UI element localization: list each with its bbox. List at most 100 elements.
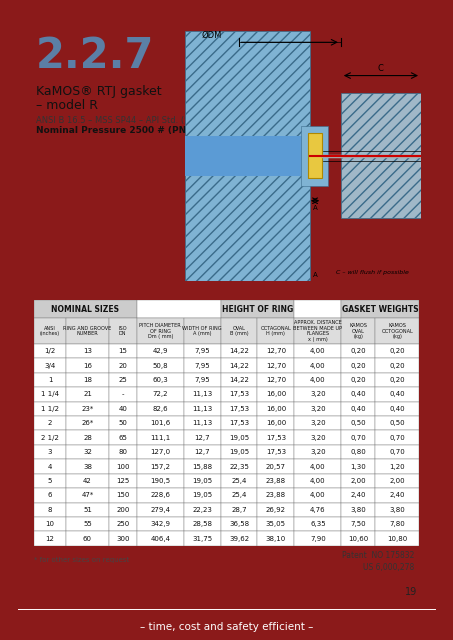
Bar <box>109 488 137 502</box>
Bar <box>66 372 109 387</box>
Text: 19,05: 19,05 <box>192 492 212 499</box>
Text: 0,20: 0,20 <box>351 362 366 369</box>
Bar <box>109 344 137 358</box>
Bar <box>109 358 137 372</box>
Text: OVAL
B (mm): OVAL B (mm) <box>230 326 248 337</box>
Bar <box>109 531 137 546</box>
Bar <box>342 416 375 431</box>
Text: 14,22: 14,22 <box>229 348 249 354</box>
Text: 7,90: 7,90 <box>310 536 326 541</box>
Bar <box>137 460 184 474</box>
Text: 190,5: 190,5 <box>150 478 170 484</box>
Text: 50,8: 50,8 <box>153 362 168 369</box>
Text: 4,00: 4,00 <box>310 492 326 499</box>
Text: 32: 32 <box>83 449 92 455</box>
Bar <box>294 488 342 502</box>
Text: 19,05: 19,05 <box>229 435 249 441</box>
Text: 31,75: 31,75 <box>192 536 212 541</box>
Text: 2.2.7: 2.2.7 <box>36 35 154 77</box>
Text: 3/4: 3/4 <box>44 362 56 369</box>
Bar <box>137 387 184 402</box>
Bar <box>221 318 257 344</box>
Bar <box>137 502 184 517</box>
Bar <box>375 344 419 358</box>
Bar <box>342 460 375 474</box>
Bar <box>66 488 109 502</box>
Text: GASKET WEIGHTS: GASKET WEIGHTS <box>342 305 419 314</box>
Bar <box>375 517 419 531</box>
Text: 11,13: 11,13 <box>192 420 212 426</box>
Bar <box>109 460 137 474</box>
Bar <box>342 318 375 344</box>
Bar <box>137 300 221 318</box>
Text: 10: 10 <box>45 521 54 527</box>
Text: 2,00: 2,00 <box>351 478 366 484</box>
Bar <box>34 358 66 372</box>
Text: 82,6: 82,6 <box>153 406 168 412</box>
Text: Patent  NO 175832
US 6,000,278: Patent NO 175832 US 6,000,278 <box>342 551 415 572</box>
Bar <box>109 402 137 416</box>
Bar <box>221 358 257 372</box>
Text: 1: 1 <box>48 377 52 383</box>
Bar <box>342 431 375 445</box>
Text: 228,6: 228,6 <box>150 492 170 499</box>
Text: 11,13: 11,13 <box>192 392 212 397</box>
Text: 65: 65 <box>118 435 127 441</box>
Bar <box>257 387 294 402</box>
Bar <box>257 474 294 488</box>
Bar <box>66 387 109 402</box>
Text: 3,80: 3,80 <box>351 507 366 513</box>
Text: 250: 250 <box>116 521 130 527</box>
Text: 15,88: 15,88 <box>192 463 212 470</box>
Bar <box>342 402 375 416</box>
Text: A: A <box>313 205 318 211</box>
Bar <box>375 445 419 460</box>
Text: 16: 16 <box>83 362 92 369</box>
Text: 0,40: 0,40 <box>390 406 405 412</box>
Bar <box>109 445 137 460</box>
Text: ØDM: ØDM <box>202 30 222 39</box>
Bar <box>294 416 342 431</box>
Text: 0,50: 0,50 <box>351 420 366 426</box>
Text: 1/2: 1/2 <box>44 348 56 354</box>
Bar <box>294 531 342 546</box>
Text: 21: 21 <box>83 392 92 397</box>
Text: 5: 5 <box>48 478 52 484</box>
Text: 55: 55 <box>83 521 92 527</box>
Text: PITCH DIAMETER
OF RING
Dm ( mm): PITCH DIAMETER OF RING Dm ( mm) <box>140 323 181 339</box>
Bar <box>34 318 66 344</box>
Text: 17,53: 17,53 <box>266 449 286 455</box>
Text: 300: 300 <box>116 536 130 541</box>
Bar <box>66 344 109 358</box>
Text: 72,2: 72,2 <box>153 392 168 397</box>
Bar <box>34 300 137 318</box>
Text: 1 1/2: 1 1/2 <box>41 406 59 412</box>
Text: 2 1/2: 2 1/2 <box>41 435 59 441</box>
Text: 17,53: 17,53 <box>229 406 249 412</box>
Bar <box>221 372 257 387</box>
Text: 42,9: 42,9 <box>153 348 168 354</box>
Bar <box>109 502 137 517</box>
Text: 13: 13 <box>83 348 92 354</box>
Bar <box>184 502 221 517</box>
Text: 20,57: 20,57 <box>266 463 286 470</box>
Text: 6,35: 6,35 <box>310 521 326 527</box>
Bar <box>184 344 221 358</box>
Bar <box>257 488 294 502</box>
Bar <box>221 445 257 460</box>
Text: 0,20: 0,20 <box>351 377 366 383</box>
Bar <box>342 531 375 546</box>
Bar <box>66 318 109 344</box>
Bar <box>66 517 109 531</box>
Text: 0,40: 0,40 <box>351 406 366 412</box>
Bar <box>109 416 137 431</box>
Bar <box>257 460 294 474</box>
Bar <box>109 318 137 344</box>
Bar <box>294 318 342 344</box>
Text: 0,40: 0,40 <box>390 392 405 397</box>
Text: 12,70: 12,70 <box>266 362 286 369</box>
Text: 28: 28 <box>83 435 92 441</box>
Bar <box>184 358 221 372</box>
Text: 14,22: 14,22 <box>229 362 249 369</box>
Bar <box>294 344 342 358</box>
